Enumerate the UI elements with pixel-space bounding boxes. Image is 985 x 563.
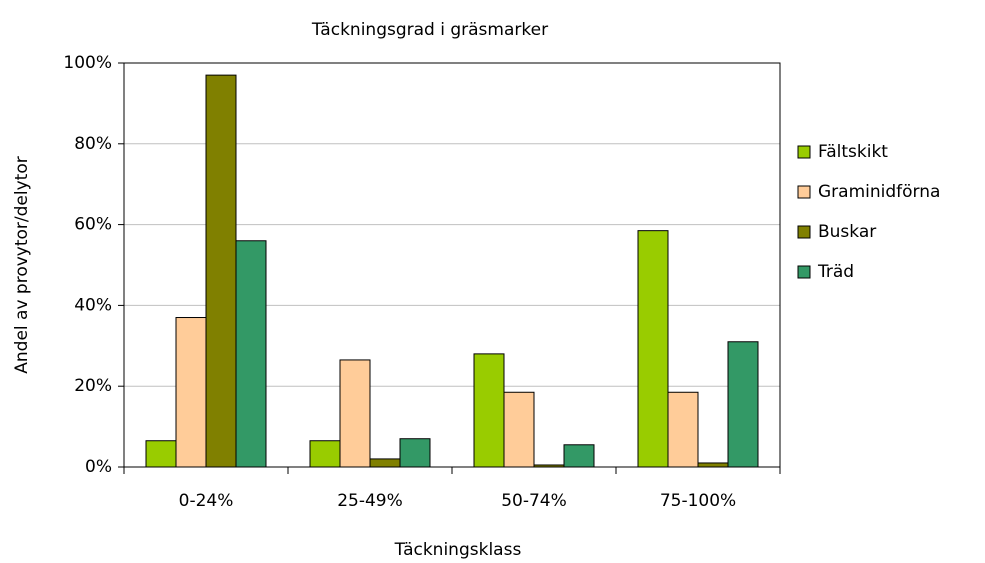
bar (339, 359, 371, 468)
bar (503, 391, 535, 468)
bar (175, 317, 207, 468)
bar (667, 391, 699, 468)
y-tick-label: 60% (74, 215, 112, 235)
legend-swatch (797, 185, 811, 199)
bar (399, 438, 431, 468)
legend-label: Fältskikt (818, 142, 888, 162)
bar (145, 440, 177, 468)
legend-swatch (797, 145, 811, 159)
bar (563, 444, 595, 468)
legend-swatch (797, 265, 811, 279)
bar (727, 341, 759, 468)
bar (369, 458, 401, 468)
x-tick-label: 0-24% (179, 491, 234, 511)
legend-label: Träd (817, 262, 854, 282)
bar (205, 74, 237, 468)
x-tick-label: 50-74% (501, 491, 567, 511)
bar (309, 440, 341, 468)
x-tick-label: 75-100% (660, 491, 736, 511)
y-tick-label: 0% (85, 457, 112, 477)
x-tick-label: 25-49% (337, 491, 403, 511)
y-tick-label: 40% (74, 295, 112, 315)
y-axis-title: Andel av provytor/delytor (12, 156, 32, 373)
y-tick-label: 20% (74, 376, 112, 396)
legend-swatch (797, 225, 811, 239)
y-tick-label: 100% (63, 53, 112, 73)
bar (637, 230, 669, 468)
legend-label: Buskar (818, 222, 876, 242)
legend-label: Graminidförna (818, 182, 940, 202)
bar (533, 464, 565, 468)
y-tick-label: 80% (74, 134, 112, 154)
chart-title: Täckningsgrad i gräsmarker (311, 20, 548, 40)
bar (235, 240, 267, 468)
bar (697, 462, 729, 468)
bar (473, 353, 505, 468)
x-axis-title: Täckningsklass (394, 540, 522, 560)
